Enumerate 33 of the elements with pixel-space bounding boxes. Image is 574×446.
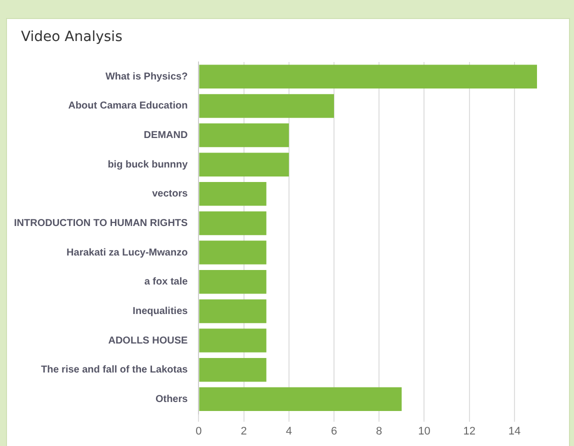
x-tick-label: 0: [196, 425, 202, 438]
x-tick-label: 6: [330, 425, 338, 438]
y-tick-label: ADOLLS HOUSE: [108, 335, 188, 346]
y-tick-label: About Camara Education: [68, 100, 188, 112]
x-tick-label: 8: [376, 425, 382, 438]
y-tick-label: big buck bunnny: [108, 159, 188, 170]
y-tick-label: The rise and fall of the Lakotas: [40, 364, 188, 376]
x-tick-label: 14: [508, 425, 521, 438]
y-tick-label: Inequalities: [132, 306, 188, 317]
bar: [199, 123, 289, 148]
y-tick-label: vectors: [152, 188, 188, 200]
x-tick-label: 10: [418, 425, 430, 438]
x-tick-label: 2: [240, 425, 247, 438]
y-tick-label: Harakati za Lucy-Mwanzo: [66, 247, 188, 258]
text: Video Analysis: [21, 29, 122, 45]
bar: [199, 299, 266, 324]
y-tick-label: INTRODUCTION TO HUMAN RIGHTS: [14, 218, 188, 229]
y-tick-label: What is Physics?: [105, 71, 188, 82]
bar: [199, 358, 266, 382]
x-tick-label: 12: [463, 425, 476, 438]
x-tick-label: 4: [286, 425, 292, 438]
bar: [199, 64, 537, 89]
y-tick-label: a fox tale: [144, 276, 188, 288]
y-tick-label: Others: [155, 394, 188, 405]
bar: [199, 152, 289, 176]
bar: [199, 182, 266, 206]
bar: [199, 387, 402, 412]
bar: [199, 328, 266, 352]
y-tick-label: DEMAND: [144, 130, 188, 142]
bar: [199, 240, 266, 264]
bar: [199, 270, 266, 294]
bar: [199, 94, 334, 118]
bar: [199, 211, 266, 236]
